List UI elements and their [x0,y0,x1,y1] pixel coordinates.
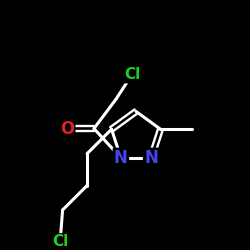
Text: N: N [114,149,128,167]
Text: N: N [144,149,158,167]
Text: Cl: Cl [124,67,140,82]
Text: Cl: Cl [52,234,68,249]
Text: O: O [60,120,74,138]
